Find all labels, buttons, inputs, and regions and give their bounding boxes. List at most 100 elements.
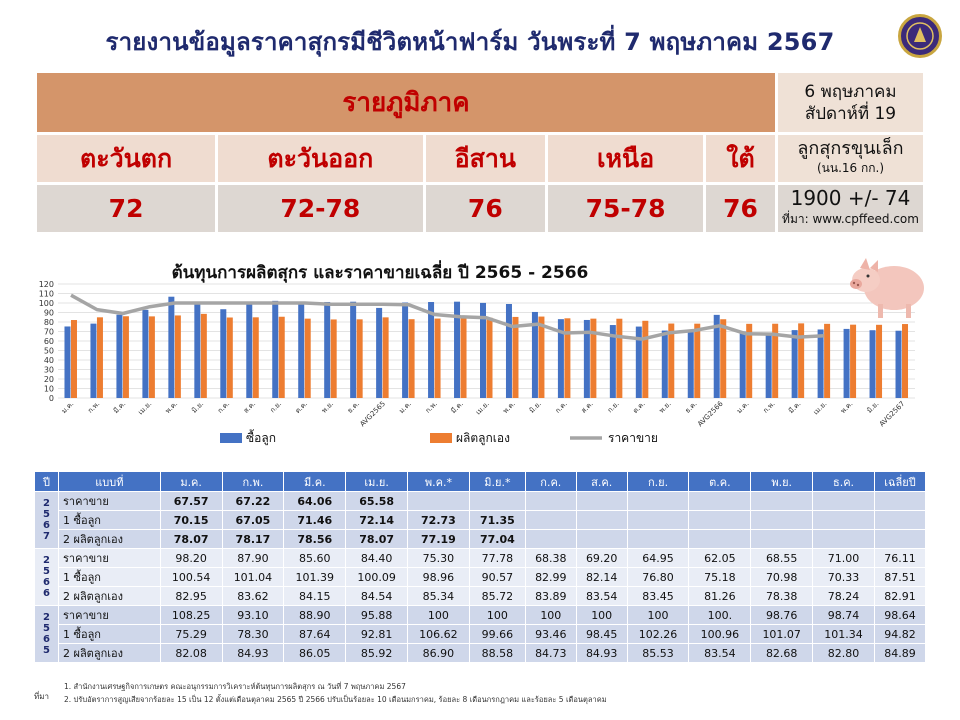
table-cell: 82.68 [750,643,814,663]
regional-heading: รายภูมิภาค [34,70,778,135]
bar-buy-piglet [168,296,175,398]
x-tick-label: ก.ย. [606,400,621,415]
x-tick-label: มิ.ย. [528,400,543,415]
table-cell: 78.38 [750,586,814,606]
x-tick-label: มี.ค. [112,400,127,415]
table-cell [750,529,814,549]
bar-buy-piglet [246,304,253,398]
table-cell: 102.26 [626,624,690,644]
y-tick-label: 50 [44,347,54,356]
footnotes: 1. สำนักงานเศรษฐกิจการเกษตร คณะอนุกรรมกา… [34,680,607,706]
table-cell [575,491,628,511]
y-tick-label: 110 [39,290,54,299]
bar-own-breeding [486,317,493,398]
line-selling-price [70,293,825,341]
table-header-cell: ส.ค. [575,471,628,492]
bar-own-breeding [70,320,77,398]
x-tick-label: ธ.ค. [684,400,699,415]
table-cell: 100. [688,605,752,625]
table-cell: 64.95 [626,548,690,568]
week-date: 6 พฤษภาคม [804,81,897,102]
x-tick-label: ต.ค. [294,400,309,415]
table-cell: 77.19 [407,529,470,549]
table-cell: 70.33 [812,567,875,587]
table-cell [626,491,690,511]
table-header-cell: มี.ค. [283,471,347,492]
table-cell: 94.82 [873,624,927,644]
table-cell: 108.25 [159,605,223,625]
y-tick-label: 100 [39,299,54,308]
year-digit: 5 [43,509,50,520]
table-cell: 72.73 [407,510,470,530]
table-cell: 76.80 [626,567,690,587]
bar-own-breeding [122,316,129,398]
bar-own-breeding [434,318,441,398]
table-cell: 85.34 [407,586,470,606]
bar-own-breeding [304,318,311,398]
bar-buy-piglet [843,328,850,398]
x-tick-label: ก.ค. [554,400,569,415]
table-cell: 100 [407,605,470,625]
table-cell: 67.22 [221,491,285,511]
x-tick-label: มี.ค. [450,400,465,415]
bar-own-breeding [408,319,415,398]
table-cell [575,510,628,530]
x-tick-label: พ.ค. [839,400,854,415]
bar-own-breeding [798,323,805,398]
table-cell: 82.99 [524,567,577,587]
table-cell: 98.76 [750,605,814,625]
bar-buy-piglet [480,302,486,398]
bar-buy-piglet [531,311,538,398]
y-tick-label: 70 [44,328,54,337]
table-header-cell: ก.ย. [626,471,690,492]
table-cell: 100 [524,605,577,625]
table-cell: 86.05 [283,643,347,663]
bar-own-breeding [174,315,181,398]
table-cell: 62.05 [688,548,752,568]
table-cell: 83.54 [688,643,752,663]
bar-own-breeding [278,316,285,398]
table-cell: 76.11 [873,548,927,568]
table-cell: 100.96 [688,624,752,644]
x-tick-label: ธ.ค. [346,400,361,415]
year-digit: 6 [43,588,50,599]
table-cell: 83.62 [221,586,285,606]
bar-own-breeding [356,319,363,398]
row-label: 2 ผลิตลูกเอง [58,643,161,663]
bar-own-breeding [460,318,467,398]
cost-data-table: ปี แบบที่ ม.ค. ก.พ. มี.ค. เม.ย. พ.ค.* มิ.ย.* ก.ค… [34,471,927,663]
table-cell: 84.89 [873,643,927,663]
table-cell: 82.91 [873,586,927,606]
x-tick-label: มี.ค. [787,400,802,415]
x-tick-label: ก.ย. [268,400,283,415]
x-tick-label: ก.พ. [424,400,439,415]
x-tick-label: มิ.ย. [190,400,205,415]
bar-buy-piglet [428,302,435,398]
row-label: ราคาขาย [58,491,161,511]
bar-buy-piglet [194,303,201,398]
table-header-cell: พ.ย. [750,471,814,492]
bar-own-breeding [694,323,701,398]
bar-own-breeding [590,318,597,398]
x-tick-label: AVG2565 [358,400,387,429]
bar-own-breeding [512,316,519,398]
x-tick-label: ส.ค. [580,400,595,415]
bar-buy-piglet [116,314,123,398]
bar-own-breeding [564,318,571,398]
bar-buy-piglet [895,330,902,398]
table-row: 1 ซื้อลูก 75.29 78.30 87.64 92.81 106.62 99.66… [35,624,927,644]
table-cell: 100.54 [159,567,223,587]
table-header-cell: มิ.ย.* [468,471,526,492]
region-price: 76 [703,182,778,235]
table-cell: 71.35 [468,510,526,530]
table-cell [407,491,470,511]
bar-buy-piglet [454,301,461,398]
bar-own-breeding [148,316,155,398]
table-cell: 87.51 [873,567,927,587]
footnote-2: 2. ปรับอัตราการสูญเสียจากร้อยละ 15 เป็น … [64,695,607,704]
bar-buy-piglet [402,302,409,398]
x-tick-label: ก.พ. [762,400,777,415]
